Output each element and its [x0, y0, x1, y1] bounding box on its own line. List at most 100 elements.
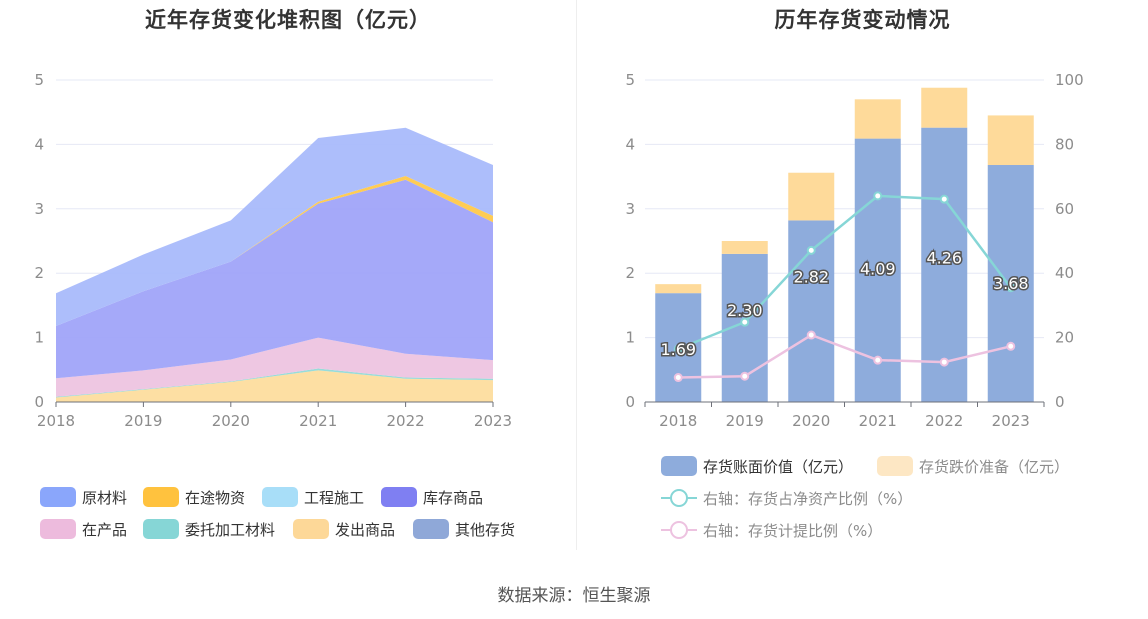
point-inventory-to-net-assets [806, 245, 816, 255]
bar-impairment-reserve [788, 172, 835, 221]
bar-value-label: 2.82 [793, 267, 829, 286]
left-x-tick-label: 2023 [474, 412, 512, 430]
legend-swatch [143, 519, 179, 539]
bar-impairment-reserve [655, 284, 702, 294]
right-x-tick-label: 2021 [859, 412, 897, 430]
bar-book-value [921, 127, 968, 402]
legend-swatch [40, 519, 76, 539]
area-发出商品 [56, 370, 493, 402]
legend-swatch [381, 487, 417, 507]
bar-impairment-reserve [721, 241, 768, 254]
legend-label: 在产品 [82, 520, 128, 539]
point-inventory-to-net-assets [740, 317, 750, 327]
legend-label: 右轴：存货计提比例（%） [703, 521, 883, 540]
right-y2-tick-label: 60 [1055, 200, 1074, 218]
legend-swatch [40, 487, 76, 507]
right-y-tick-label: 2 [625, 264, 635, 282]
legend-swatch [661, 456, 697, 476]
legend-swatch [661, 520, 697, 540]
right-y-tick-label: 4 [625, 135, 635, 153]
legend-swatch [262, 487, 298, 507]
point-provision-ratio [873, 355, 883, 365]
legend-label: 库存商品 [423, 488, 484, 507]
bar-impairment-reserve [987, 115, 1034, 166]
left-x-tick-label: 2021 [299, 412, 337, 430]
legend-label: 工程施工 [304, 488, 365, 507]
right-x-tick-label: 2019 [726, 412, 764, 430]
left-legend-item[interactable]: 工程施工 [262, 486, 364, 508]
right-y-tick-label: 0 [625, 393, 635, 411]
point-provision-ratio [1006, 341, 1016, 351]
right-x-tick-label: 2022 [925, 412, 963, 430]
point-provision-ratio [673, 373, 683, 383]
legend-label: 存货跌价准备（亿元） [919, 457, 1070, 476]
point-provision-ratio [740, 371, 750, 381]
bar-value-label: 3.68 [993, 274, 1029, 293]
area-在产品 [56, 337, 493, 397]
stacked-area-chart: 0 1 2 3 4 5 2018 2019 2020 2021 2022 2023 [34, 71, 512, 430]
left-y-tick-label: 1 [34, 329, 44, 347]
bar-line-chart: 0 1 2 3 4 5 0 20 40 60 80 100 2018 2019 2020 2021 2022 20… [625, 71, 1084, 430]
legend-label: 在途物资 [185, 488, 246, 507]
area-委托加工材料 [56, 368, 493, 398]
legend-swatch [143, 487, 179, 507]
legend-swatch [293, 519, 329, 539]
right-x-tick-label: 2018 [659, 412, 697, 430]
right-y2-tick-label: 40 [1055, 264, 1074, 282]
left-y-tick-label: 3 [34, 200, 44, 218]
point-inventory-to-net-assets [673, 344, 683, 354]
point-provision-ratio [806, 330, 816, 340]
left-chart-title: 近年存货变化堆积图（亿元） [145, 8, 431, 32]
left-legend-item[interactable]: 委托加工材料 [143, 518, 275, 540]
right-chart-title: 历年存货变动情况 [774, 8, 951, 32]
right-x-tick-label: 2020 [792, 412, 830, 430]
left-y-tick-label: 2 [34, 264, 44, 282]
bar-line-chart-panel: 历年存货变动情况 0 1 2 3 4 5 0 20 40 60 80 100 2018 2019 2020 2… [577, 0, 1148, 560]
line-provision-ratio [678, 333, 1012, 379]
point-inventory-to-net-assets [873, 191, 883, 201]
left-legend-item[interactable]: 其他存货 [413, 518, 515, 540]
right-y-tick-label: 5 [625, 71, 635, 89]
left-legend-item[interactable]: 在途物资 [143, 486, 245, 508]
bar-impairment-reserve [854, 99, 901, 139]
legend-swatch [413, 519, 449, 539]
legend-label: 存货账面价值（亿元） [703, 457, 854, 476]
left-x-tick-label: 2018 [37, 412, 75, 430]
right-legend-item[interactable]: 存货账面价值（亿元） [661, 455, 853, 477]
right-y2-tick-label: 0 [1055, 393, 1065, 411]
left-legend-item[interactable]: 在产品 [40, 518, 127, 540]
point-inventory-to-net-assets [939, 194, 949, 204]
left-x-tick-label: 2022 [387, 412, 425, 430]
left-legend-item[interactable]: 原材料 [40, 486, 127, 508]
legend-swatch [661, 488, 697, 508]
line-inventory-to-net-assets [677, 194, 1012, 351]
legend-swatch [877, 456, 913, 476]
legend-label: 右轴：存货占净资产比例（%） [703, 489, 913, 508]
data-source-note: 数据来源：恒生聚源 [497, 586, 651, 606]
right-legend-item[interactable]: 右轴：存货占净资产比例（%） [661, 487, 912, 509]
area-原材料 [56, 127, 493, 326]
bar-impairment-reserve [921, 87, 968, 128]
legend-label: 其他存货 [455, 520, 516, 539]
bar-value-label: 2.30 [727, 301, 763, 320]
left-x-tick-label: 2020 [212, 412, 250, 430]
legend-label: 委托加工材料 [185, 520, 276, 539]
area-库存商品 [56, 179, 493, 379]
left-y-tick-label: 5 [34, 71, 44, 89]
right-y2-tick-label: 100 [1055, 71, 1084, 89]
bar-value-label: 4.26 [926, 249, 962, 268]
right-legend-item[interactable]: 右轴：存货计提比例（%） [661, 519, 882, 541]
right-y-tick-label: 1 [625, 329, 635, 347]
point-provision-ratio [939, 357, 949, 367]
left-legend-item[interactable]: 库存商品 [381, 486, 483, 508]
right-y2-tick-label: 80 [1055, 135, 1074, 153]
panel-divider [576, 0, 577, 550]
left-x-tick-label: 2019 [124, 412, 162, 430]
right-legend-item[interactable]: 存货跌价准备（亿元） [877, 455, 1069, 477]
right-x-tick-label: 2023 [992, 412, 1030, 430]
legend-label: 原材料 [82, 488, 128, 507]
right-y-tick-label: 3 [625, 200, 635, 218]
left-y-tick-label: 4 [34, 135, 44, 153]
left-y-tick-label: 0 [34, 393, 44, 411]
left-legend-item[interactable]: 发出商品 [293, 518, 395, 540]
